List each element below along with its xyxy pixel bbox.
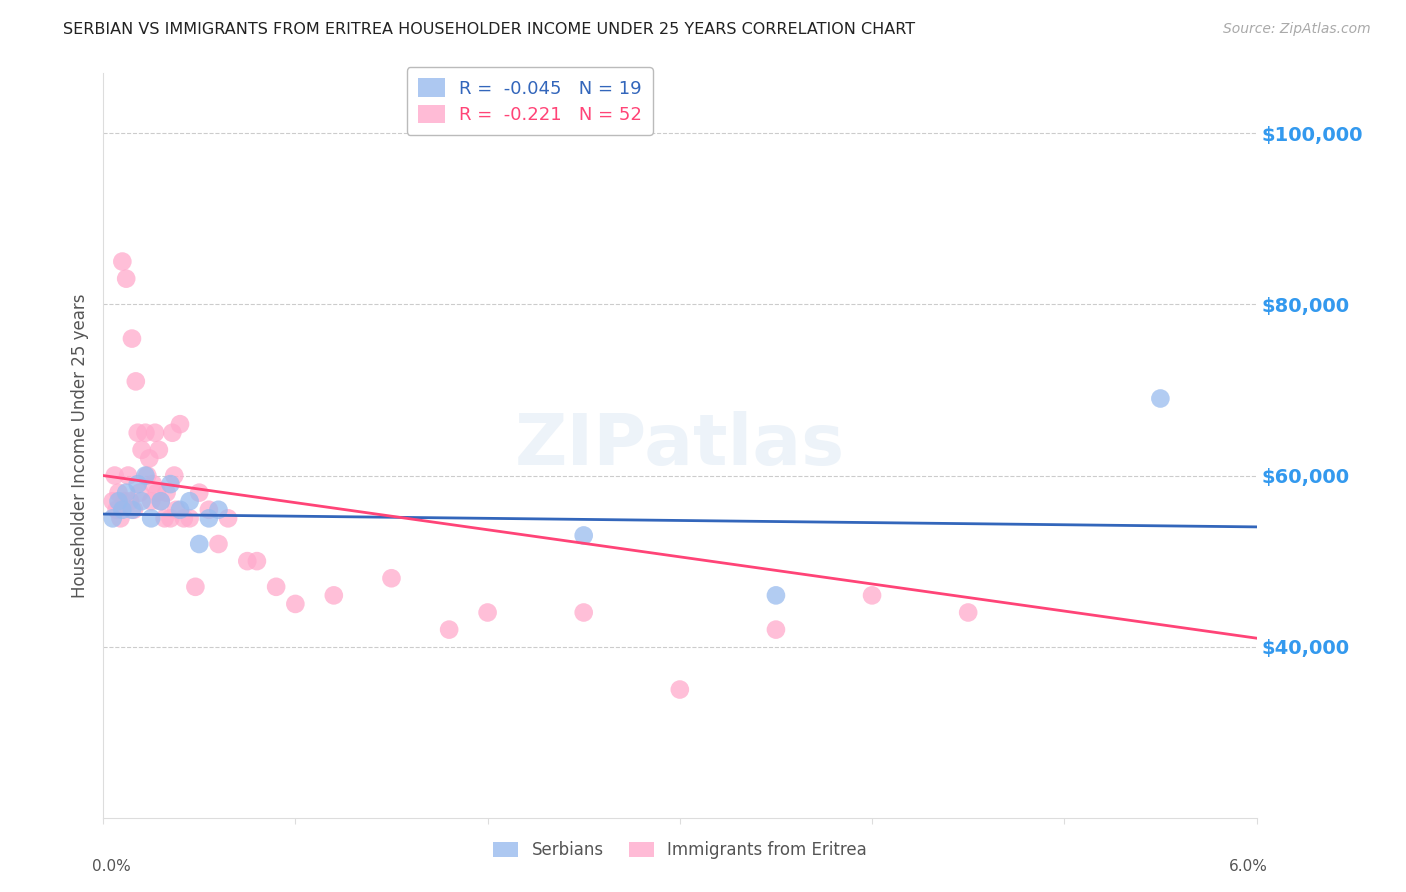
Point: [188, 485, 211, 500]
Point: [149, 494, 172, 508]
Point: [207, 502, 229, 516]
Point: [153, 511, 176, 525]
Point: [236, 554, 259, 568]
Text: 6.0%: 6.0%: [1229, 859, 1268, 874]
Point: [380, 571, 402, 585]
Point: [155, 485, 177, 500]
Point: [159, 511, 181, 525]
Point: [765, 588, 787, 602]
Point: [115, 271, 138, 285]
Point: [322, 588, 344, 602]
Point: [134, 425, 156, 440]
Point: [121, 332, 143, 346]
Point: [159, 477, 181, 491]
Point: [572, 606, 595, 620]
Point: [111, 254, 134, 268]
Text: SERBIAN VS IMMIGRANTS FROM ERITREA HOUSEHOLDER INCOME UNDER 25 YEARS CORRELATION: SERBIAN VS IMMIGRANTS FROM ERITREA HOUSE…: [63, 22, 915, 37]
Point: [198, 511, 221, 525]
Point: [104, 468, 127, 483]
Point: [669, 682, 692, 697]
Point: [142, 477, 165, 491]
Point: [127, 425, 149, 440]
Point: [141, 494, 163, 508]
Text: 0.0%: 0.0%: [91, 859, 131, 874]
Point: [572, 528, 595, 542]
Point: [136, 468, 159, 483]
Point: [179, 494, 201, 508]
Point: [765, 623, 787, 637]
Point: [217, 511, 239, 525]
Point: [264, 580, 287, 594]
Point: [117, 468, 139, 483]
Point: [1149, 392, 1171, 406]
Point: [957, 606, 980, 620]
Point: [128, 485, 150, 500]
Point: [179, 511, 201, 525]
Point: [101, 511, 124, 525]
Legend: Serbians, Immigrants from Eritrea: Serbians, Immigrants from Eritrea: [486, 834, 873, 865]
Point: [477, 606, 499, 620]
Point: [860, 588, 883, 602]
Point: [121, 502, 143, 516]
Point: [437, 623, 460, 637]
Point: [146, 485, 169, 500]
Point: [131, 442, 153, 457]
Point: [107, 485, 129, 500]
Point: [115, 485, 138, 500]
Point: [149, 494, 172, 508]
Point: [198, 502, 221, 516]
Point: [112, 494, 135, 508]
Point: [169, 417, 191, 432]
Point: [173, 511, 195, 525]
Point: [188, 537, 211, 551]
Point: [111, 502, 134, 516]
Point: [107, 494, 129, 508]
Point: [101, 494, 124, 508]
Point: [118, 494, 141, 508]
Point: [105, 502, 128, 516]
Point: [134, 468, 156, 483]
Point: [207, 537, 229, 551]
Point: [143, 425, 166, 440]
Point: [184, 580, 207, 594]
Point: [165, 502, 187, 516]
Point: [284, 597, 307, 611]
Point: [127, 477, 149, 491]
Point: [138, 451, 160, 466]
Point: [125, 375, 148, 389]
Point: [163, 468, 186, 483]
Point: [141, 511, 163, 525]
Point: [162, 425, 184, 440]
Point: [246, 554, 269, 568]
Text: ZIPatlas: ZIPatlas: [515, 411, 845, 480]
Point: [110, 511, 132, 525]
Point: [131, 494, 153, 508]
Point: [122, 502, 145, 516]
Text: Source: ZipAtlas.com: Source: ZipAtlas.com: [1223, 22, 1371, 37]
Point: [148, 442, 170, 457]
Y-axis label: Householder Income Under 25 years: Householder Income Under 25 years: [72, 293, 89, 598]
Point: [169, 502, 191, 516]
